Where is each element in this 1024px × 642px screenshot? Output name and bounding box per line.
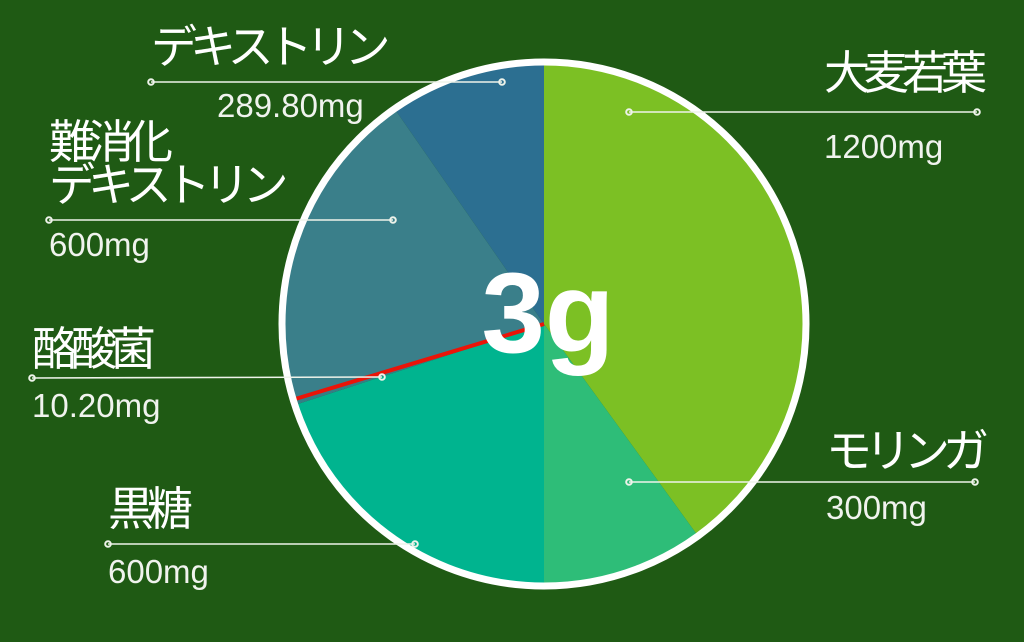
svg-text:デキストリン: デキストリン bbox=[151, 11, 388, 77]
svg-text:3g: 3g bbox=[481, 250, 614, 377]
svg-text:デキストリン: デキストリン bbox=[49, 149, 286, 215]
svg-text:600mg: 600mg bbox=[108, 553, 209, 590]
svg-text:300mg: 300mg bbox=[826, 489, 927, 526]
svg-text:大麦若葉: 大麦若葉 bbox=[824, 37, 986, 103]
svg-text:モリンガ: モリンガ bbox=[826, 415, 987, 481]
svg-text:1200mg: 1200mg bbox=[824, 128, 943, 165]
svg-text:黒糖: 黒糖 bbox=[108, 473, 192, 539]
svg-text:289.80mg: 289.80mg bbox=[217, 87, 364, 124]
svg-text:600mg: 600mg bbox=[49, 226, 150, 263]
svg-text:10.20mg: 10.20mg bbox=[32, 387, 160, 424]
svg-text:酪酸菌: 酪酸菌 bbox=[32, 313, 154, 379]
